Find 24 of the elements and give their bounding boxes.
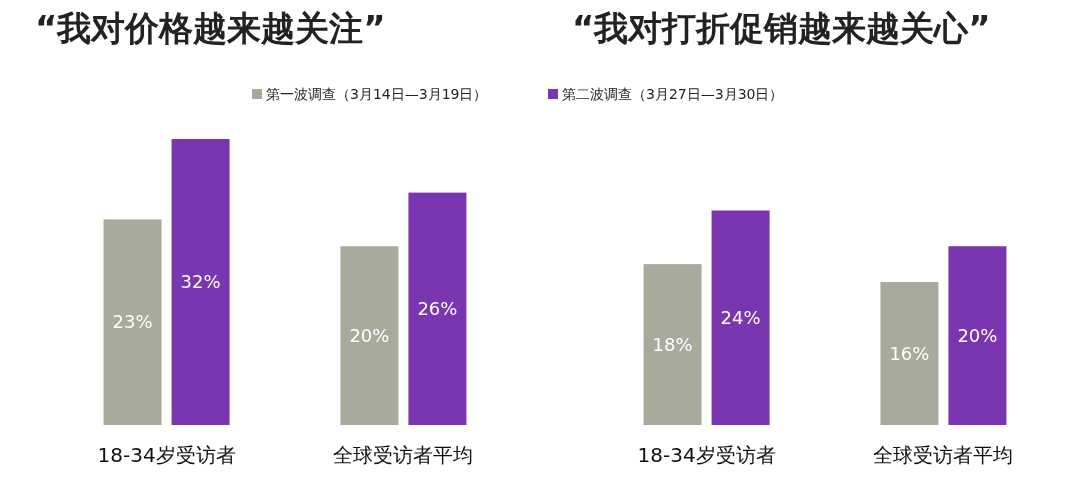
x-tick-label: 全球受访者平均 [873,443,1014,467]
chart-title: “我对打折促销越来越关心” [572,8,991,48]
bar [711,210,770,425]
data-label: 32% [180,271,221,292]
data-label: 26% [417,297,458,319]
chart-title: “我对价格越来越关注” [35,8,386,48]
x-tick-label: 18-34岁受访者 [97,443,236,467]
bar [880,282,939,425]
data-label: 16% [889,342,930,364]
data-label: 20% [957,324,998,346]
bar [340,246,399,425]
bar [948,246,1007,425]
data-label: 24% [720,306,761,328]
x-tick-label: 18-34岁受访者 [637,443,776,467]
data-label: 18% [652,333,693,355]
bar [643,264,702,425]
data-label: 20% [349,324,390,346]
bar [171,139,230,425]
x-tick-label: 全球受访者平均 [333,443,474,467]
bar [103,219,162,425]
legend-label: 第一波调查（3月14日—3月19日） [266,86,488,102]
bar [408,192,467,425]
data-label: 23% [112,311,153,333]
legend-label: 第二波调查（3月27日—3月30日） [562,86,784,102]
